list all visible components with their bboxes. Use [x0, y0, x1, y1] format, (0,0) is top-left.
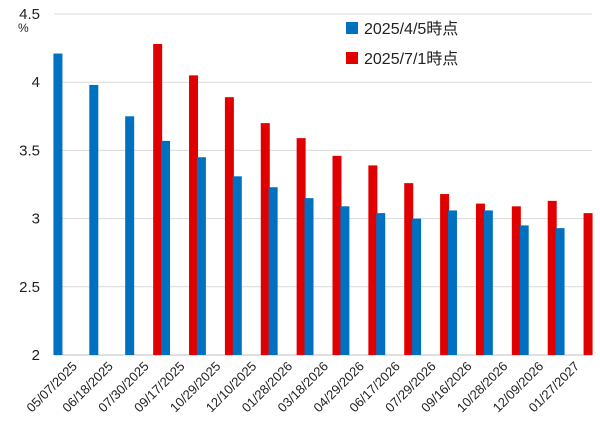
bar-series-2	[153, 44, 163, 356]
bar-series-1	[483, 210, 493, 355]
bar-series-2	[296, 138, 306, 355]
legend-swatch-series-2	[346, 52, 358, 64]
bar-series-2	[368, 165, 378, 355]
bar-series-1	[53, 53, 63, 355]
bar-series-1	[555, 228, 565, 355]
bar-series-1	[125, 116, 135, 355]
bar-series-2	[332, 155, 342, 355]
bar-series-1	[196, 157, 206, 355]
bar-series-2	[547, 200, 557, 355]
y-tick-label: 3	[32, 211, 40, 228]
bar-series-2	[583, 213, 593, 355]
legend-label-series-2: 2025/7/1時点	[364, 50, 458, 68]
bar-series-1	[519, 225, 529, 355]
bar-series-2	[260, 123, 270, 356]
legend: 2025/4/5時点 2025/7/1時点	[346, 20, 458, 68]
y-tick-label: 2	[32, 347, 40, 364]
bar-series-1	[89, 84, 99, 355]
bar-series-1	[376, 213, 386, 355]
grid-lines	[54, 13, 592, 288]
bar-series-1	[412, 218, 422, 355]
bar-series-2	[189, 75, 199, 355]
bar-series-1	[340, 206, 350, 355]
bar-series-1	[304, 198, 314, 355]
bar-series-2	[511, 206, 521, 355]
bar-series-2	[404, 183, 414, 355]
bar-series-2	[475, 203, 485, 355]
bar-series-1	[447, 210, 457, 355]
bar-series-2	[224, 97, 234, 355]
bars	[53, 44, 593, 356]
bar-series-1	[161, 140, 171, 355]
y-tick-label: 2.5	[19, 279, 40, 296]
legend-swatch-series-1	[346, 22, 358, 34]
y-tick-label: 4	[32, 74, 40, 91]
bar-series-1	[232, 176, 242, 355]
y-axis-unit-label: %	[18, 21, 29, 35]
y-tick-label: 3.5	[19, 142, 40, 159]
bar-series-1	[268, 187, 278, 355]
bar-series-2	[440, 194, 450, 355]
legend-label-series-1: 2025/4/5時点	[364, 20, 458, 38]
y-tick-label: 4.5	[19, 6, 40, 23]
